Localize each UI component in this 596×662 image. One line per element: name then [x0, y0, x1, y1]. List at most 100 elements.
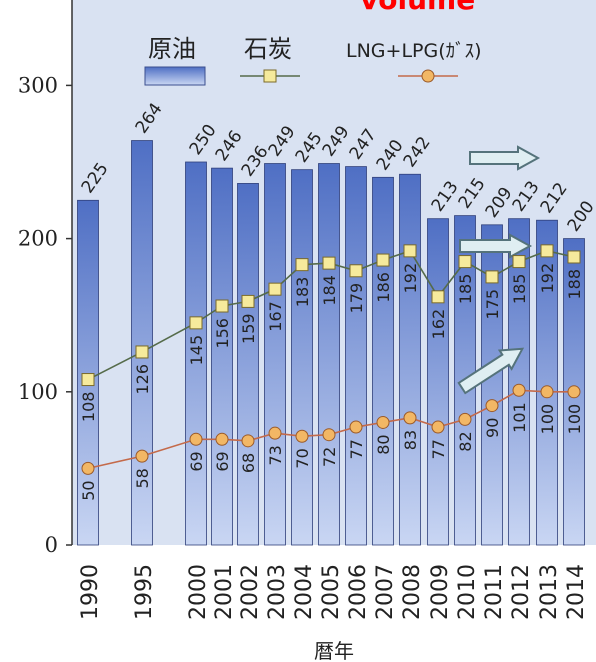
lng-point [135, 449, 149, 463]
y-tick-label: 300 [18, 73, 58, 97]
coal-point [458, 255, 472, 269]
lng-point [403, 411, 417, 425]
coal-value-label: 184 [320, 275, 339, 306]
lng-value-label: 69 [187, 451, 206, 471]
lng-value-label: 68 [239, 453, 258, 473]
x-tick-label: 2001 [212, 564, 237, 620]
coal-value-label: 183 [293, 277, 312, 308]
legend-label-lng-lpg: LNG+LPG(ｶﾞｽ) [346, 40, 482, 62]
coal-point [485, 270, 499, 284]
bar-crude-oil [345, 166, 367, 546]
bar-crude-oil [318, 163, 340, 546]
x-tick-label: 2009 [428, 564, 453, 620]
coal-value-label: 108 [79, 392, 98, 423]
legend: 原油 石炭 LNG+LPG(ｶﾞｽ) [144, 35, 482, 86]
bar-crude-oil [481, 224, 503, 546]
y-tick-label: 100 [18, 380, 58, 404]
x-tick-label: 1990 [78, 564, 103, 620]
lng-point [81, 461, 95, 475]
x-tick-label: 2007 [373, 564, 398, 620]
lng-value-label: 90 [483, 418, 502, 438]
coal-value-label: 145 [187, 335, 206, 366]
coal-point [322, 256, 336, 270]
bar-crude-oil [536, 219, 558, 546]
lng-point [322, 428, 336, 442]
coal-value-label: 186 [374, 272, 393, 303]
legend-swatch-coal [240, 69, 300, 83]
legend-swatch-crude-oil [144, 66, 206, 86]
coal-value-label: 159 [239, 313, 258, 344]
coal-value-label: 126 [133, 364, 152, 395]
x-tick-label: 2003 [265, 564, 290, 620]
lng-point [376, 415, 390, 429]
coal-point [512, 255, 526, 269]
y-tick-label: 200 [18, 227, 58, 251]
lng-value-label: 100 [538, 404, 557, 435]
chart-title-fragment: volume [360, 0, 475, 16]
lng-point [485, 399, 499, 413]
y-tick-label: 0 [45, 533, 58, 557]
coal-value-label: 175 [483, 289, 502, 320]
lng-value-label: 100 [565, 404, 584, 435]
x-tick-label: 2008 [400, 564, 425, 620]
x-tick-label: 2012 [509, 564, 534, 620]
lng-point [567, 385, 581, 399]
lng-value-label: 73 [266, 445, 285, 465]
x-tick-label: 1995 [132, 564, 157, 620]
bar-crude-oil [427, 218, 449, 546]
bar-crude-oil [77, 199, 99, 546]
x-tick-label: 2013 [537, 564, 562, 620]
coal-value-label: 188 [565, 269, 584, 300]
lng-value-label: 72 [320, 447, 339, 467]
x-axis-ticks: 1990 1995 2000 2001 2002 2003 2004 2005 2006 2007… [78, 564, 589, 620]
x-tick-label: 2005 [319, 564, 344, 620]
legend-label-coal: 石炭 [244, 35, 292, 63]
coal-value-label: 192 [538, 263, 557, 294]
bar-crude-oil [372, 176, 394, 546]
coal-point [241, 294, 255, 308]
bar-crude-oil [508, 218, 530, 546]
coal-value-label: 162 [429, 309, 448, 340]
x-tick-label: 2010 [455, 564, 480, 620]
lng-value-label: 82 [456, 431, 475, 451]
bar-crude-oil [131, 140, 153, 546]
y-axis-ticks: 0 100 200 300 [18, 73, 72, 557]
lng-point [215, 432, 229, 446]
legend-label-crude-oil: 原油 [148, 35, 196, 63]
lng-value-label: 70 [293, 448, 312, 468]
lng-value-label: 77 [429, 439, 448, 459]
bar-crude-oil [237, 183, 259, 546]
coal-point [81, 373, 95, 387]
trend-arrows [457, 145, 541, 395]
x-tick-label: 2004 [292, 564, 317, 620]
x-tick-label: 2011 [482, 564, 507, 620]
bars [77, 140, 585, 546]
coal-line: 108 126 145 156 159 167 183 184 179 186 192 162 185 1… [79, 244, 584, 423]
coal-point [189, 316, 203, 330]
lng-value-label: 101 [510, 402, 529, 433]
lng-value-label: 77 [347, 439, 366, 459]
coal-value-label: 185 [456, 274, 475, 305]
lng-point [241, 434, 255, 448]
x-tick-label: 2006 [346, 564, 371, 620]
coal-point [295, 258, 309, 272]
trend-arrow [457, 347, 525, 395]
coal-point [215, 299, 229, 313]
coal-point [403, 244, 417, 258]
coal-point [268, 282, 282, 296]
x-tick-label: 2002 [238, 564, 263, 620]
lng-point [295, 429, 309, 443]
x-axis-label: 暦年 [314, 639, 354, 662]
lng-point [189, 432, 203, 446]
coal-value-label: 185 [510, 274, 529, 305]
coal-point [540, 244, 554, 258]
lng-value-label: 69 [213, 451, 232, 471]
coal-value-label: 192 [401, 263, 420, 294]
coal-point [135, 345, 149, 359]
bar-crude-oil [211, 167, 233, 546]
lng-line: 50 58 69 69 68 73 70 72 77 80 83 77 82 90 101 100 100 [79, 383, 584, 501]
coal-value-label: 179 [347, 283, 366, 314]
bar-crude-oil [185, 161, 207, 546]
lng-point [431, 420, 445, 434]
